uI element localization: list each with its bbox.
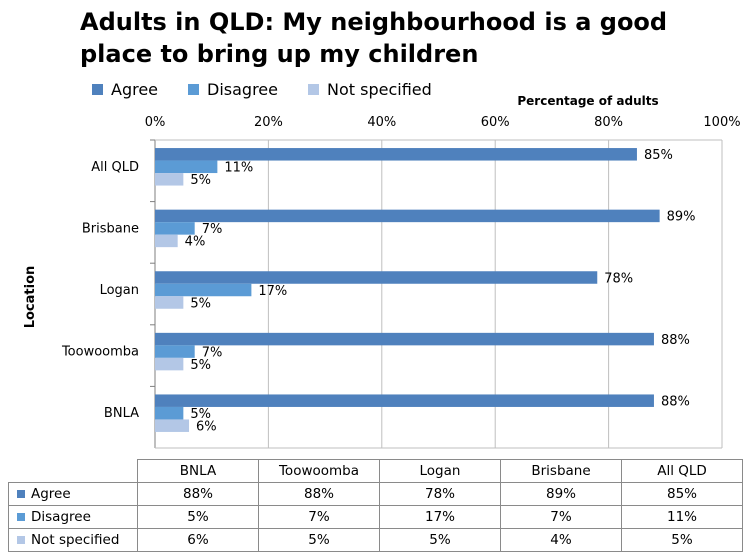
- category-label: Toowoomba: [61, 345, 139, 360]
- table-row: Agree 88% 88% 78% 89% 85%: [8, 482, 743, 506]
- legend-label-not-specified: Not specified: [327, 79, 432, 99]
- bar-not-specified: [155, 234, 178, 248]
- table-cell: 17%: [379, 505, 501, 529]
- legend-item-disagree: Disagree: [188, 80, 278, 99]
- data-label: 6%: [196, 419, 217, 434]
- table-cell: 78%: [379, 482, 501, 506]
- data-table: BNLA Toowoomba Logan Brisbane All QLD Ag…: [8, 459, 743, 552]
- bar-disagree: [155, 345, 195, 358]
- table-cell: 7%: [500, 505, 622, 529]
- x-tick-label: 80%: [594, 115, 623, 130]
- table-row-label: Agree: [8, 482, 138, 506]
- table-swatch-disagree: [17, 513, 25, 521]
- y-axis-categories: All QLD Brisbane Logan Toowoomba BNLA: [61, 160, 139, 421]
- category-label: Brisbane: [82, 221, 139, 236]
- table-cell: 5%: [258, 528, 380, 552]
- bar-not-specified: [155, 296, 184, 309]
- legend-swatch-disagree: [188, 83, 200, 95]
- data-label: 85%: [644, 148, 673, 163]
- data-labels: 85%11%5%89%7%4%78%17%5%88%7%5%88%5%6%: [185, 148, 696, 434]
- chart-title: Adults in QLD: My neighbourhood is a goo…: [80, 8, 668, 68]
- x-axis-ticks: 0% 20% 40% 60% 80% 100%: [145, 115, 741, 130]
- legend: Agree Disagree Not specified: [92, 78, 462, 100]
- bar-disagree: [155, 160, 218, 174]
- category-label: BNLA: [104, 406, 139, 421]
- bar-chart: Percentage of adults Location 0% 20% 40% 60…: [23, 94, 741, 449]
- table-header-row: BNLA Toowoomba Logan Brisbane All QLD: [8, 459, 743, 483]
- data-label: 5%: [190, 173, 211, 188]
- table-col-logan: Logan: [379, 459, 501, 483]
- bar-agree: [155, 271, 598, 284]
- category-label: Logan: [100, 283, 139, 298]
- data-label: 88%: [661, 333, 690, 348]
- data-label: 5%: [190, 296, 211, 311]
- bars: [155, 148, 660, 432]
- data-label: 4%: [185, 235, 206, 250]
- data-label: 17%: [258, 284, 287, 299]
- x-tick-label: 0%: [145, 115, 166, 130]
- table-row: Disagree 5% 7% 17% 7% 11%: [8, 505, 743, 529]
- bar-agree: [155, 332, 654, 346]
- table-cell: 6%: [137, 528, 259, 552]
- table-corner: [8, 459, 138, 483]
- x-tick-label: 20%: [254, 115, 283, 130]
- bar-agree: [155, 394, 654, 407]
- x-axis-title: Percentage of adults: [517, 94, 658, 108]
- bar-disagree: [155, 406, 184, 420]
- legend-swatch-agree: [92, 83, 103, 95]
- legend-swatch-not-specified: [308, 83, 319, 95]
- x-tick-label: 40%: [367, 115, 396, 130]
- data-label: 11%: [224, 161, 253, 176]
- legend-label-disagree: Disagree: [207, 79, 278, 99]
- table-cell: 5%: [621, 528, 743, 552]
- bar-not-specified: [155, 419, 190, 432]
- table-cell: 85%: [621, 482, 743, 506]
- table-row-label: Disagree: [8, 505, 138, 529]
- table-cell: 11%: [621, 505, 743, 529]
- bar-disagree: [155, 283, 252, 297]
- table-cell: 5%: [137, 505, 259, 529]
- legend-label-agree: Agree: [111, 79, 159, 99]
- table-row: Not specified 6% 5% 5% 4% 5%: [8, 528, 743, 552]
- table-col-bnla: BNLA: [137, 459, 259, 483]
- bar-disagree: [155, 222, 195, 235]
- bar-agree: [155, 209, 660, 223]
- table-col-toowoomba: Toowoomba: [258, 459, 380, 483]
- legend-item-agree: Agree: [92, 80, 158, 99]
- table-cell: 7%: [258, 505, 380, 529]
- table-cell: 89%: [500, 482, 622, 506]
- data-label: 5%: [190, 358, 211, 373]
- data-label: 7%: [202, 345, 223, 360]
- bar-not-specified: [155, 173, 184, 186]
- y-axis-title: Location: [23, 266, 38, 329]
- table-swatch-agree: [17, 490, 25, 498]
- table-col-all-qld: All QLD: [621, 459, 743, 483]
- data-label: 88%: [661, 394, 690, 409]
- legend-item-not-specified: Not specified: [308, 80, 432, 99]
- table-cell: 4%: [500, 528, 622, 552]
- data-label: 7%: [202, 222, 223, 237]
- data-label: 78%: [604, 271, 633, 286]
- x-tick-label: 100%: [703, 115, 740, 130]
- table-row-label: Not specified: [8, 528, 138, 552]
- bar-agree: [155, 148, 637, 161]
- table-cell: 88%: [258, 482, 380, 506]
- table-cell: 88%: [137, 482, 259, 506]
- table-cell: 5%: [379, 528, 501, 552]
- category-label: All QLD: [91, 160, 139, 175]
- data-label: 5%: [190, 407, 211, 422]
- table-swatch-not-specified: [17, 536, 25, 544]
- table-col-brisbane: Brisbane: [500, 459, 622, 483]
- bar-not-specified: [155, 357, 184, 371]
- x-tick-label: 60%: [481, 115, 510, 130]
- data-label: 89%: [667, 210, 696, 225]
